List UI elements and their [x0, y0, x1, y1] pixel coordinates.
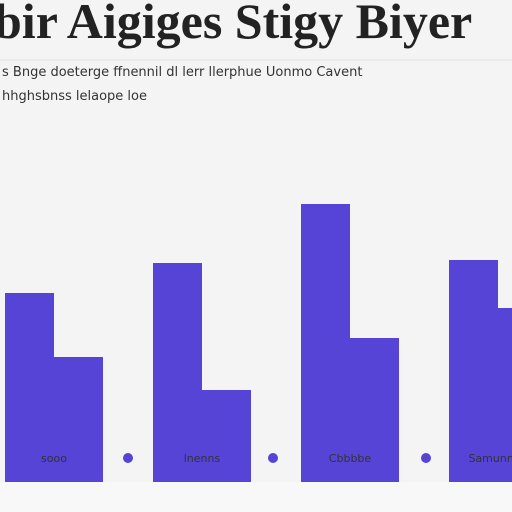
x-tick-label: Samunnne	[468, 452, 512, 465]
bar	[498, 308, 512, 482]
footer-band	[0, 482, 512, 512]
x-tick-label: sooo	[41, 452, 67, 465]
legend-dot	[123, 453, 133, 463]
subtitle-line: hhghsbnss lelaope loe	[2, 89, 147, 104]
legend-dot	[268, 453, 278, 463]
x-tick-label: Cbbbbe	[329, 452, 372, 465]
bar	[54, 357, 103, 482]
bar	[153, 263, 202, 482]
bar	[449, 260, 498, 482]
x-tick-label: lnenns	[184, 452, 221, 465]
legend-dot	[421, 453, 431, 463]
bar	[350, 338, 399, 482]
chart-title: bir Aigiges Stigy Biyer	[0, 0, 472, 49]
bar	[301, 204, 350, 482]
bar	[5, 293, 54, 482]
bar	[202, 390, 251, 482]
subtitle-line: s Bnge doeterge ffnennil dl lerr llerphu…	[2, 65, 362, 80]
